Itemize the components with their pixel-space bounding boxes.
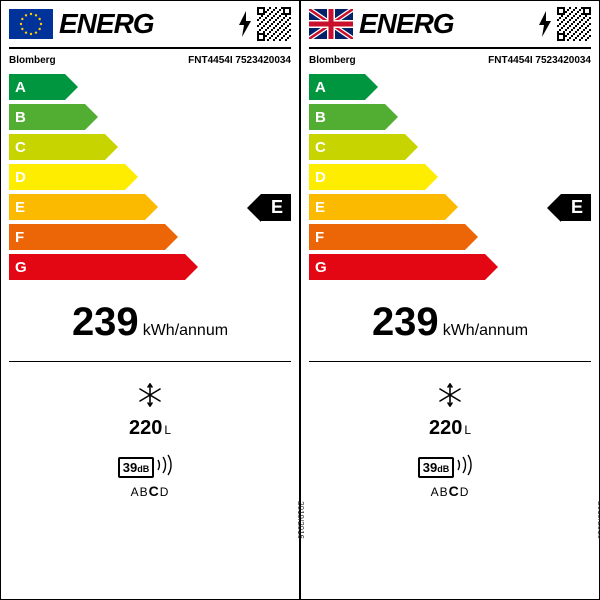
efficiency-bar-E: EE	[309, 194, 591, 220]
bar-letter: A	[15, 79, 26, 96]
efficiency-scale: ABCDEEFG	[309, 74, 591, 288]
bar-letter: B	[15, 109, 26, 126]
flag-uk	[309, 9, 353, 39]
efficiency-bar-G: G	[309, 254, 591, 280]
efficiency-bar-B: B	[9, 104, 291, 130]
efficiency-bar-C: C	[309, 134, 591, 160]
snowflake-icon	[309, 382, 591, 413]
noise-unit: dB	[437, 464, 449, 474]
noise-emission: 39dB ABCD	[9, 454, 291, 499]
consumption: 239kWh/annum	[9, 300, 291, 345]
bar-letter: C	[15, 139, 26, 156]
bar-letter: E	[15, 199, 25, 216]
kwh-value: 239	[372, 300, 439, 344]
qr-code-icon	[557, 7, 591, 41]
kwh-unit: kWh/annum	[443, 322, 528, 339]
noise-emission: 39dB ABCD	[309, 454, 591, 499]
energy-label: ENERG BlombergFNT4454I 7523420034ABCDEEF…	[300, 0, 600, 600]
kwh-unit: kWh/annum	[143, 322, 228, 339]
bar-letter: C	[315, 139, 326, 156]
rating-arrow: E	[261, 193, 291, 221]
noise-class-scale: ABCD	[9, 483, 291, 499]
rating-arrow: E	[561, 193, 591, 221]
model: FNT4454I 7523420034	[188, 55, 291, 66]
bar-letter: D	[15, 169, 26, 186]
bar-letter: F	[315, 229, 324, 246]
consumption: 239kWh/annum	[309, 300, 591, 345]
efficiency-bar-D: D	[9, 164, 291, 190]
liters-value: 220	[429, 417, 462, 439]
bar-letter: E	[315, 199, 325, 216]
efficiency-bar-C: C	[9, 134, 291, 160]
efficiency-bar-F: F	[9, 224, 291, 250]
efficiency-scale: ABCDEEFG	[9, 74, 291, 288]
noise-class-scale: ABCD	[309, 483, 591, 499]
qr-code-icon	[257, 7, 291, 41]
kwh-value: 239	[72, 300, 139, 344]
bar-letter: G	[15, 259, 27, 276]
header: ENERG	[309, 5, 591, 49]
lightning-bolt-icon	[237, 11, 253, 37]
noise-value: 39	[423, 460, 437, 475]
bar-letter: B	[315, 109, 326, 126]
rating-letter: E	[261, 194, 291, 221]
brand-model-row: Blomberg FNT4454I 7523420034	[309, 55, 591, 66]
flag-eu	[9, 9, 53, 39]
brand: Blomberg	[309, 55, 356, 66]
noise-unit: dB	[137, 464, 149, 474]
efficiency-bar-D: D	[309, 164, 591, 190]
energ-title: ENERG	[59, 8, 237, 40]
bar-letter: G	[315, 259, 327, 276]
efficiency-bar-B: B	[309, 104, 591, 130]
brand-model-row: Blomberg FNT4454I 7523420034	[9, 55, 291, 66]
efficiency-bar-F: F	[309, 224, 591, 250]
lightning-bolt-icon	[537, 11, 553, 37]
noise-value: 39	[123, 460, 137, 475]
bar-letter: F	[15, 229, 24, 246]
efficiency-bar-E: EE	[9, 194, 291, 220]
efficiency-bar-A: A	[309, 74, 591, 100]
energ-title: ENERG	[359, 8, 537, 40]
snowflake-icon	[9, 382, 291, 413]
freezer-capacity: 220L	[309, 382, 591, 440]
liters-unit: L	[164, 423, 171, 437]
liters-unit: L	[464, 423, 471, 437]
liters-value: 220	[129, 417, 162, 439]
bar-letter: A	[315, 79, 326, 96]
sound-waves-icon	[456, 454, 482, 481]
divider	[309, 361, 591, 362]
regulation-ref: 2019/2016	[596, 501, 600, 539]
model: FNT4454I 7523420034	[488, 55, 591, 66]
efficiency-bar-A: A	[9, 74, 291, 100]
freezer-capacity: 220L	[9, 382, 291, 440]
energy-label: ENERG BlombergFNT4454I 7523420034ABCDEEF…	[0, 0, 300, 600]
brand: Blomberg	[9, 55, 56, 66]
efficiency-bar-G: G	[9, 254, 291, 280]
divider	[9, 361, 291, 362]
sound-waves-icon	[156, 454, 182, 481]
header: ENERG	[9, 5, 291, 49]
rating-letter: E	[561, 194, 591, 221]
bar-letter: D	[315, 169, 326, 186]
